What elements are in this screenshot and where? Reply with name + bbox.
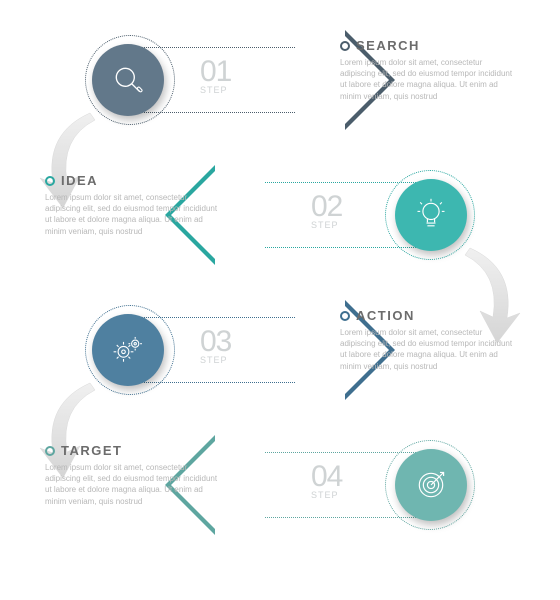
step-number-4: 04 STEP [311, 462, 342, 500]
title-step-4: TARGET [61, 443, 122, 458]
icon-circle-step-3 [92, 314, 164, 386]
bullet-icon [45, 176, 55, 186]
step-num: 03 [200, 327, 231, 357]
step-num: 02 [311, 192, 342, 222]
step-label: STEP [200, 85, 228, 95]
bullet-icon [340, 41, 350, 51]
text-block-step-3: ACTION Lorem ipsum dolor sit amet, conse… [340, 308, 515, 372]
step-label: STEP [200, 355, 228, 365]
step-number-2: 02 STEP [311, 192, 342, 230]
desc-step-2: Lorem ipsum dolor sit amet, consectetur … [45, 192, 220, 237]
title-step-3: ACTION [356, 308, 415, 323]
desc-step-4: Lorem ipsum dolor sit amet, consectetur … [45, 462, 220, 507]
text-block-step-1: SEARCH Lorem ipsum dolor sit amet, conse… [340, 38, 515, 102]
icon-circle-step-2 [395, 179, 467, 251]
bulb-icon [413, 197, 449, 233]
gears-icon [110, 332, 146, 368]
step-number-3: 03 STEP [200, 327, 231, 365]
icon-circle-step-1 [92, 44, 164, 116]
title-step-2: IDEA [61, 173, 98, 188]
magnifier-icon [110, 62, 146, 98]
target-icon [413, 467, 449, 503]
step-num: 04 [311, 462, 342, 492]
step-label: STEP [311, 490, 339, 500]
icon-circle-step-4 [395, 449, 467, 521]
step-label: STEP [311, 220, 339, 230]
infographic-4-steps: { "canvas": { "width": 560, "height": 60… [0, 0, 560, 600]
desc-step-1: Lorem ipsum dolor sit amet, consectetur … [340, 57, 515, 102]
desc-step-3: Lorem ipsum dolor sit amet, consectetur … [340, 327, 515, 372]
bullet-icon [340, 311, 350, 321]
bullet-icon [45, 446, 55, 456]
step-num: 01 [200, 57, 231, 87]
title-step-1: SEARCH [356, 38, 420, 53]
text-block-step-2: IDEA Lorem ipsum dolor sit amet, consect… [45, 173, 220, 237]
text-block-step-4: TARGET Lorem ipsum dolor sit amet, conse… [45, 443, 220, 507]
step-number-1: 01 STEP [200, 57, 231, 95]
